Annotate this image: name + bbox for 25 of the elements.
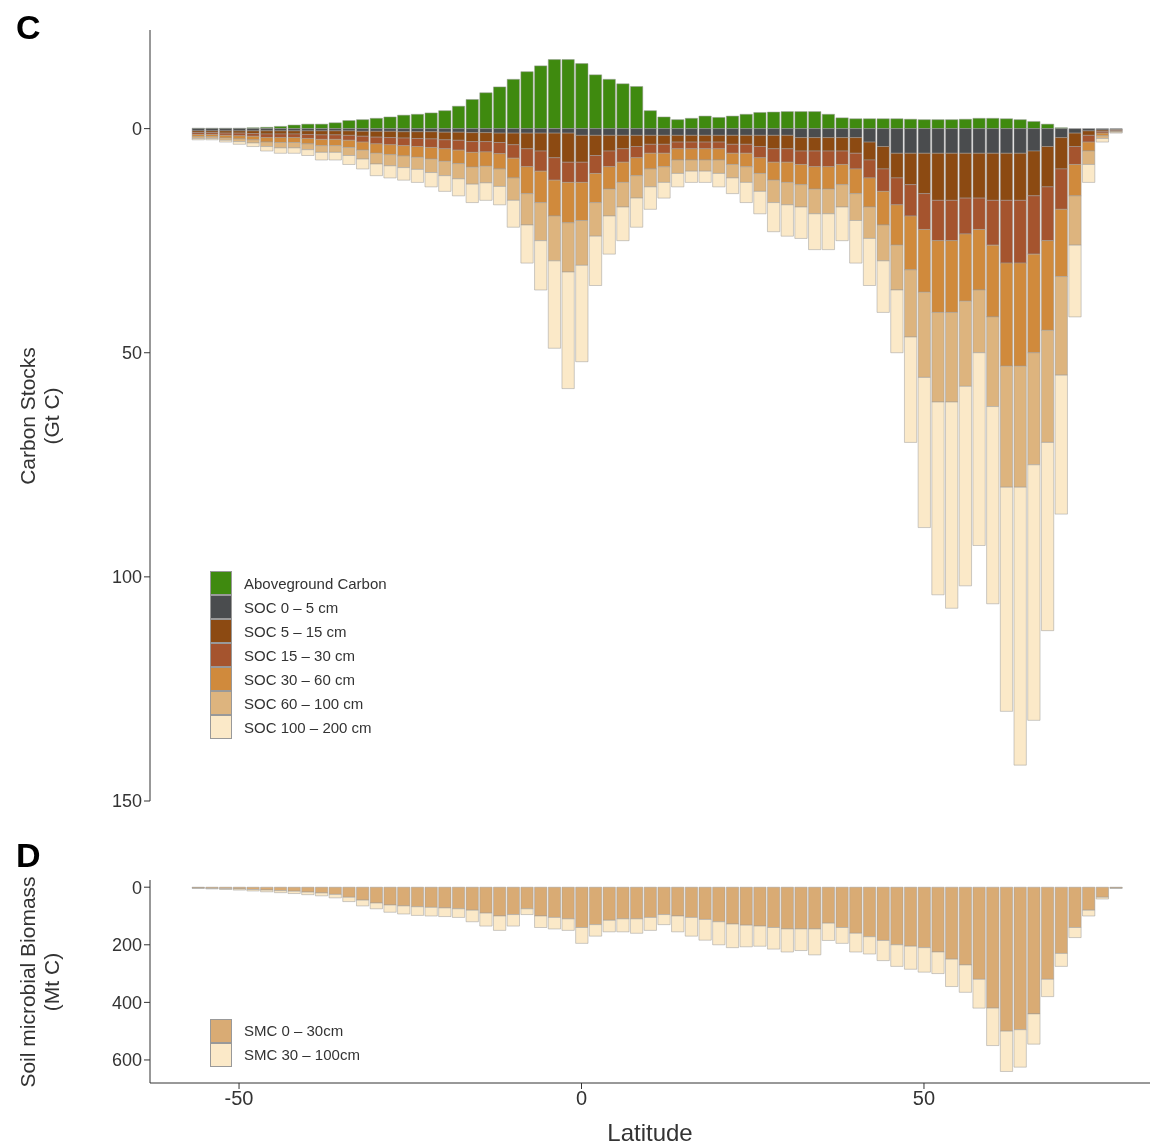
- y-axis-title: Soil microbial Biomass (Mt C): [16, 875, 64, 1088]
- legend-label: SOC 30 – 60 cm: [244, 670, 355, 688]
- legend-label: SMC 0 – 30cm: [244, 1022, 344, 1040]
- y-tick-label: 50: [121, 343, 142, 364]
- y-axis-title: Carbon Stocks (Gt C): [16, 346, 64, 485]
- x-tick-label: 0: [575, 1087, 588, 1110]
- y-tick-label: 100: [111, 567, 142, 588]
- legend-label: SMC 30 – 100cm: [244, 1046, 360, 1064]
- y-tick-label: 400: [111, 992, 142, 1013]
- chart-title: D: [16, 836, 41, 875]
- chart-title: C: [16, 8, 41, 47]
- legend-label: SOC 0 – 5 cm: [244, 598, 339, 616]
- legend-label: SOC 100 – 200 cm: [244, 718, 372, 736]
- y-tick-label: 150: [111, 791, 142, 812]
- x-tick-label: 50: [912, 1087, 936, 1110]
- legend-label: SOC 60 – 100 cm: [244, 694, 364, 712]
- x-tick-label: -50: [224, 1087, 254, 1110]
- y-tick-label: 200: [111, 935, 142, 956]
- legend-label: SOC 15 – 30 cm: [244, 646, 355, 664]
- y-tick-label: 0: [131, 119, 142, 140]
- y-tick-label: 0: [131, 877, 142, 898]
- x-axis-title: Latitude: [607, 1119, 693, 1141]
- legend-label: SOC 5 – 15 cm: [244, 622, 347, 640]
- legend-label: Aboveground Carbon: [244, 574, 387, 592]
- y-tick-label: 600: [111, 1050, 142, 1071]
